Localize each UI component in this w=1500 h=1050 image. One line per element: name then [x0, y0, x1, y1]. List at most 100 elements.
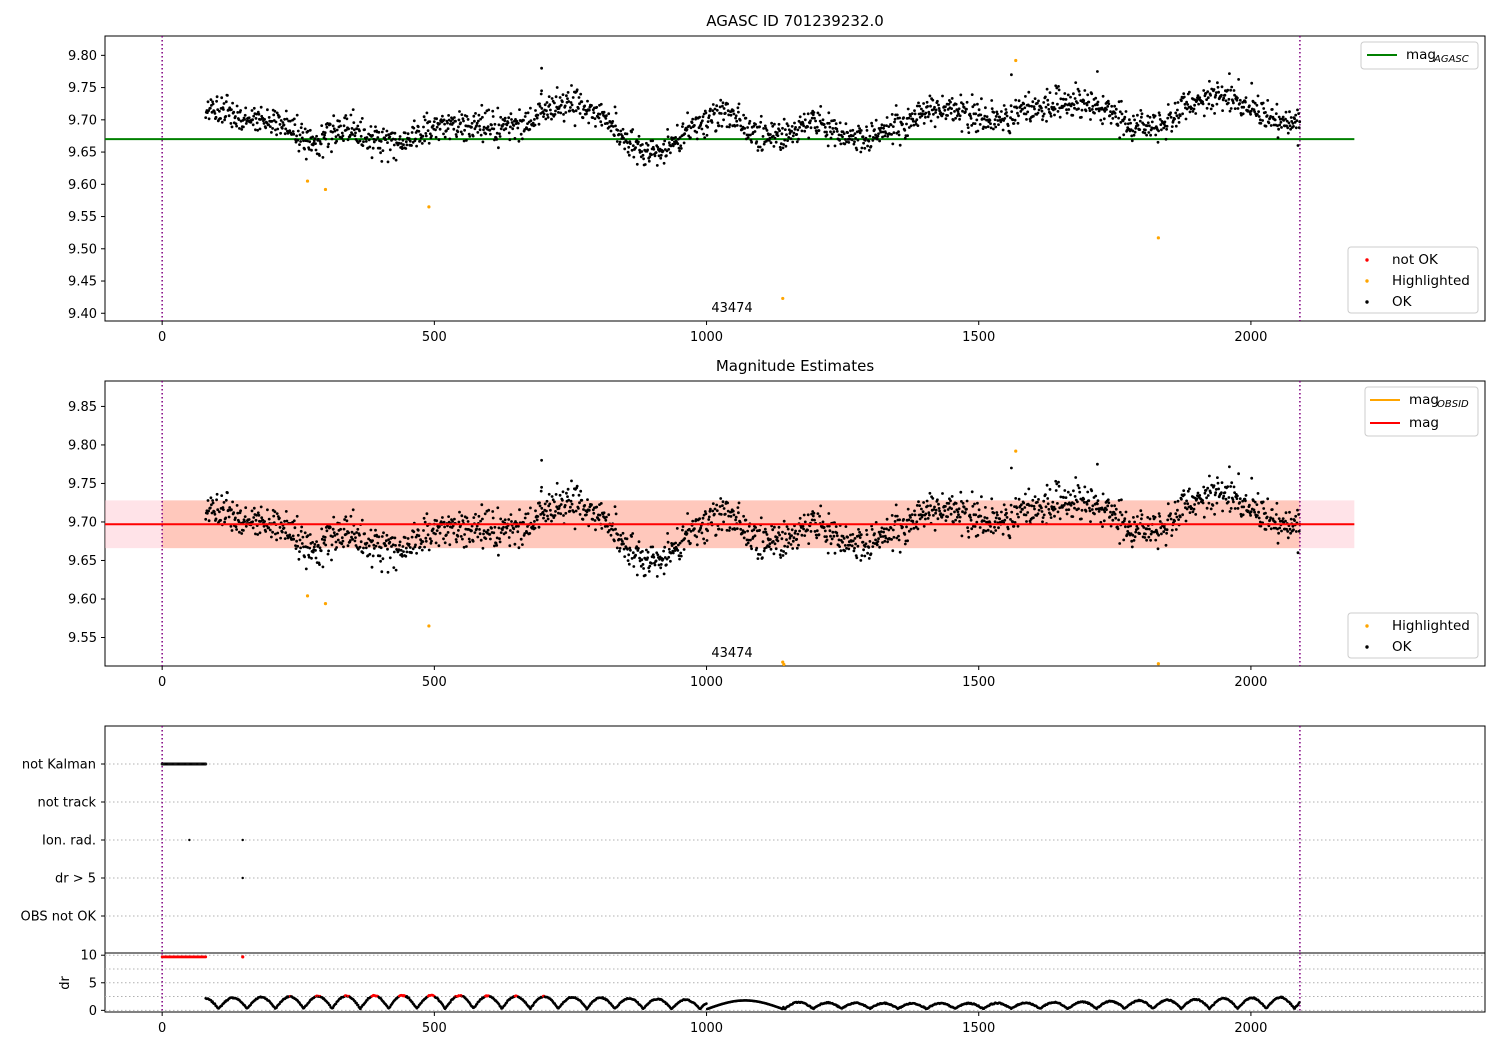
ok-point — [1278, 123, 1282, 127]
ok-point — [343, 116, 346, 120]
ok-point — [1031, 100, 1035, 104]
ok-point — [689, 529, 693, 533]
ok-point — [294, 140, 298, 144]
ok-point — [961, 510, 964, 514]
ok-point — [734, 114, 738, 118]
ok-point — [1265, 515, 1269, 519]
ok-point — [853, 132, 857, 136]
ok-point — [453, 517, 456, 521]
ok-point — [546, 116, 550, 119]
ok-point — [1284, 519, 1287, 523]
ok-point — [1280, 126, 1283, 129]
ok-point — [428, 537, 432, 541]
ok-point — [467, 537, 471, 541]
ok-point — [583, 504, 587, 507]
ok-point — [533, 526, 537, 530]
ok-point — [1174, 528, 1178, 531]
ok-point — [323, 131, 327, 135]
ok-point — [374, 544, 378, 548]
ok-point — [950, 107, 953, 110]
ok-point — [749, 544, 753, 548]
ok-point — [1261, 119, 1264, 122]
ok-point — [224, 498, 228, 502]
ok-point — [332, 515, 336, 519]
ok-point — [441, 516, 444, 519]
ok-point — [1114, 107, 1118, 111]
ok-point — [607, 529, 611, 532]
ok-point — [683, 537, 687, 540]
ok-point — [452, 127, 456, 131]
ok-point — [424, 134, 428, 138]
ok-point — [1015, 506, 1019, 510]
ok-point — [1156, 140, 1160, 144]
ok-point — [714, 533, 718, 537]
ok-point — [943, 509, 947, 512]
ok-point — [622, 136, 625, 140]
ok-point — [1032, 504, 1036, 508]
ok-point — [933, 125, 937, 129]
ok-point — [1145, 124, 1149, 128]
ok-point — [713, 111, 716, 115]
ok-point — [1241, 513, 1245, 517]
ok-point — [529, 119, 533, 123]
ok-point — [422, 516, 426, 520]
ok-point — [732, 513, 736, 517]
ok-point — [643, 573, 647, 577]
ok-point — [929, 104, 932, 108]
ok-point — [626, 547, 629, 551]
ok-point — [837, 133, 841, 137]
ok-point — [508, 138, 512, 142]
ok-point — [1209, 93, 1212, 97]
ok-point — [231, 500, 235, 504]
ok-point — [412, 119, 416, 123]
ok-point — [779, 142, 783, 146]
ok-point — [901, 525, 904, 529]
ok-point — [1093, 512, 1096, 516]
ok-point — [534, 509, 537, 513]
ok-point — [727, 529, 731, 532]
ok-point — [213, 512, 217, 516]
ok-point — [1099, 520, 1103, 524]
ok-point — [800, 533, 804, 537]
ok-point — [791, 140, 795, 144]
ok-point — [424, 536, 428, 540]
ok-point — [980, 495, 983, 499]
ok-point — [550, 97, 554, 100]
ok-point — [504, 531, 508, 534]
ok-point — [921, 510, 925, 514]
ok-point — [1162, 530, 1166, 534]
ok-point — [881, 541, 884, 544]
ok-point — [211, 102, 215, 106]
ok-point — [402, 143, 405, 147]
ok-point — [1216, 481, 1220, 485]
ok-point — [903, 533, 907, 536]
ok-point — [480, 103, 484, 107]
ok-point — [242, 125, 245, 129]
ok-point — [1132, 539, 1136, 542]
ok-point — [545, 101, 549, 104]
ok-point — [1072, 502, 1076, 506]
ok-point — [498, 540, 502, 544]
ok-point — [870, 124, 874, 128]
ok-point — [1033, 507, 1036, 511]
ok-point — [234, 115, 237, 118]
ok-point — [236, 511, 240, 515]
ok-point — [906, 507, 910, 511]
ok-point — [587, 508, 591, 512]
ok-point — [432, 120, 436, 123]
ok-point — [636, 549, 640, 552]
ok-point — [952, 118, 955, 122]
ok-point — [1274, 513, 1278, 516]
ok-point — [222, 501, 226, 504]
ok-point — [504, 127, 508, 131]
ok-point — [1096, 499, 1100, 502]
y-tick-label: 9.75 — [68, 81, 97, 96]
ok-point — [907, 116, 911, 120]
ok-point — [416, 125, 420, 129]
ok-point — [967, 535, 971, 539]
ok-point — [282, 123, 286, 127]
ok-point — [210, 511, 214, 515]
ok-point — [472, 114, 476, 118]
ok-point — [868, 540, 872, 543]
ok-point — [349, 514, 353, 518]
